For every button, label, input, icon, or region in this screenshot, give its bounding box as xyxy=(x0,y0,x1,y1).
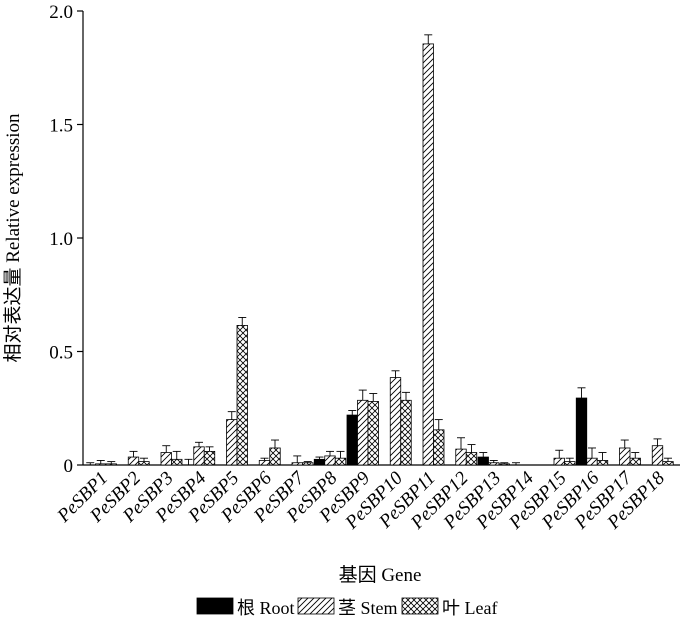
legend: 根 Root 茎 Stem 叶 Leaf xyxy=(196,597,497,618)
bar-hatch-PeSBP8 xyxy=(324,455,336,466)
bar-crosshatch-PeSBP13 xyxy=(498,463,510,466)
bar-hatch-PeSBP9 xyxy=(357,399,369,466)
legend-swatch xyxy=(196,597,234,615)
bar-crosshatch-PeSBP17 xyxy=(629,457,641,466)
y-tick-label: 1.0 xyxy=(49,229,73,250)
bar-crosshatch-PeSBP3 xyxy=(171,458,183,466)
bar-crosshatch-PeSBP12 xyxy=(465,452,478,466)
bar-solid-PeSBP13 xyxy=(477,456,489,466)
legend-swatch xyxy=(297,597,335,615)
bar-hatch-PeSBP12 xyxy=(455,448,467,466)
bar-crosshatch-PeSBP5 xyxy=(236,324,248,466)
bar-solid-PeSBP16 xyxy=(575,397,588,466)
bar-hatch-PeSBP6 xyxy=(258,460,271,466)
bar-hatch-PeSBP17 xyxy=(619,447,631,466)
bar-crosshatch-PeSBP10 xyxy=(400,399,412,466)
bar-crosshatch-PeSBP16 xyxy=(596,460,609,466)
legend-label: 叶 Leaf xyxy=(442,598,497,618)
bar-hatch-PeSBP5 xyxy=(226,419,238,466)
bar-hatch-PeSBP11 xyxy=(422,43,434,466)
bar-crosshatch-PeSBP2 xyxy=(138,461,150,466)
bar-hatch-PeSBP18 xyxy=(651,445,664,466)
bars xyxy=(86,34,674,466)
bar-crosshatch-PeSBP9 xyxy=(367,401,379,466)
bar-hatch-PeSBP7 xyxy=(291,462,303,466)
bar-hatch-PeSBP10 xyxy=(389,377,402,466)
y-tick-label: 1.5 xyxy=(49,116,73,137)
y-tick-label: 0.5 xyxy=(49,343,73,364)
bar-hatch-PeSBP3 xyxy=(160,452,172,466)
bar-hatch-PeSBP2 xyxy=(127,456,140,466)
bar-crosshatch-PeSBP18 xyxy=(662,461,674,466)
bar-crosshatch-PeSBP8 xyxy=(334,457,347,466)
y-tick-label: 0 xyxy=(64,456,74,477)
legend-label: 茎 Stem xyxy=(338,598,398,618)
bar-crosshatch-PeSBP4 xyxy=(203,450,216,466)
bar-hatch-PeSBP1 xyxy=(95,463,107,466)
y-axis-label: 相对表达量 Relative expression xyxy=(2,113,24,363)
legend-swatch xyxy=(401,597,439,615)
bar-solid-PeSBP8 xyxy=(313,458,326,466)
bar-crosshatch-PeSBP15 xyxy=(564,461,576,466)
bar-hatch-PeSBP4 xyxy=(193,446,205,466)
bar-crosshatch-PeSBP7 xyxy=(302,462,314,466)
bar-hatch-PeSBP16 xyxy=(586,457,598,466)
y-axis-ticks: 0 0.5 1.0 1.5 2.0 xyxy=(49,2,83,477)
y-tick-label: 2.0 xyxy=(49,2,73,23)
legend-label: 根 Root xyxy=(237,598,295,618)
bar-solid-PeSBP9 xyxy=(346,414,358,466)
x-axis-label: 基因 Gene xyxy=(339,564,422,586)
plot-area: 0 0.5 1.0 1.5 2.0 PeSBP1PeSBP2PeSBP3PeSBP4Pe… xyxy=(49,2,680,534)
bar-crosshatch-PeSBP6 xyxy=(269,447,281,466)
bar-hatch-PeSBP13 xyxy=(488,462,500,466)
bar-crosshatch-PeSBP11 xyxy=(433,429,445,466)
bar-crosshatch-PeSBP1 xyxy=(105,463,117,466)
bar-hatch-PeSBP15 xyxy=(553,457,565,466)
x-axis-ticks: PeSBP1PeSBP2PeSBP3PeSBP4PeSBP5PeSBP6PeSB… xyxy=(53,467,670,534)
